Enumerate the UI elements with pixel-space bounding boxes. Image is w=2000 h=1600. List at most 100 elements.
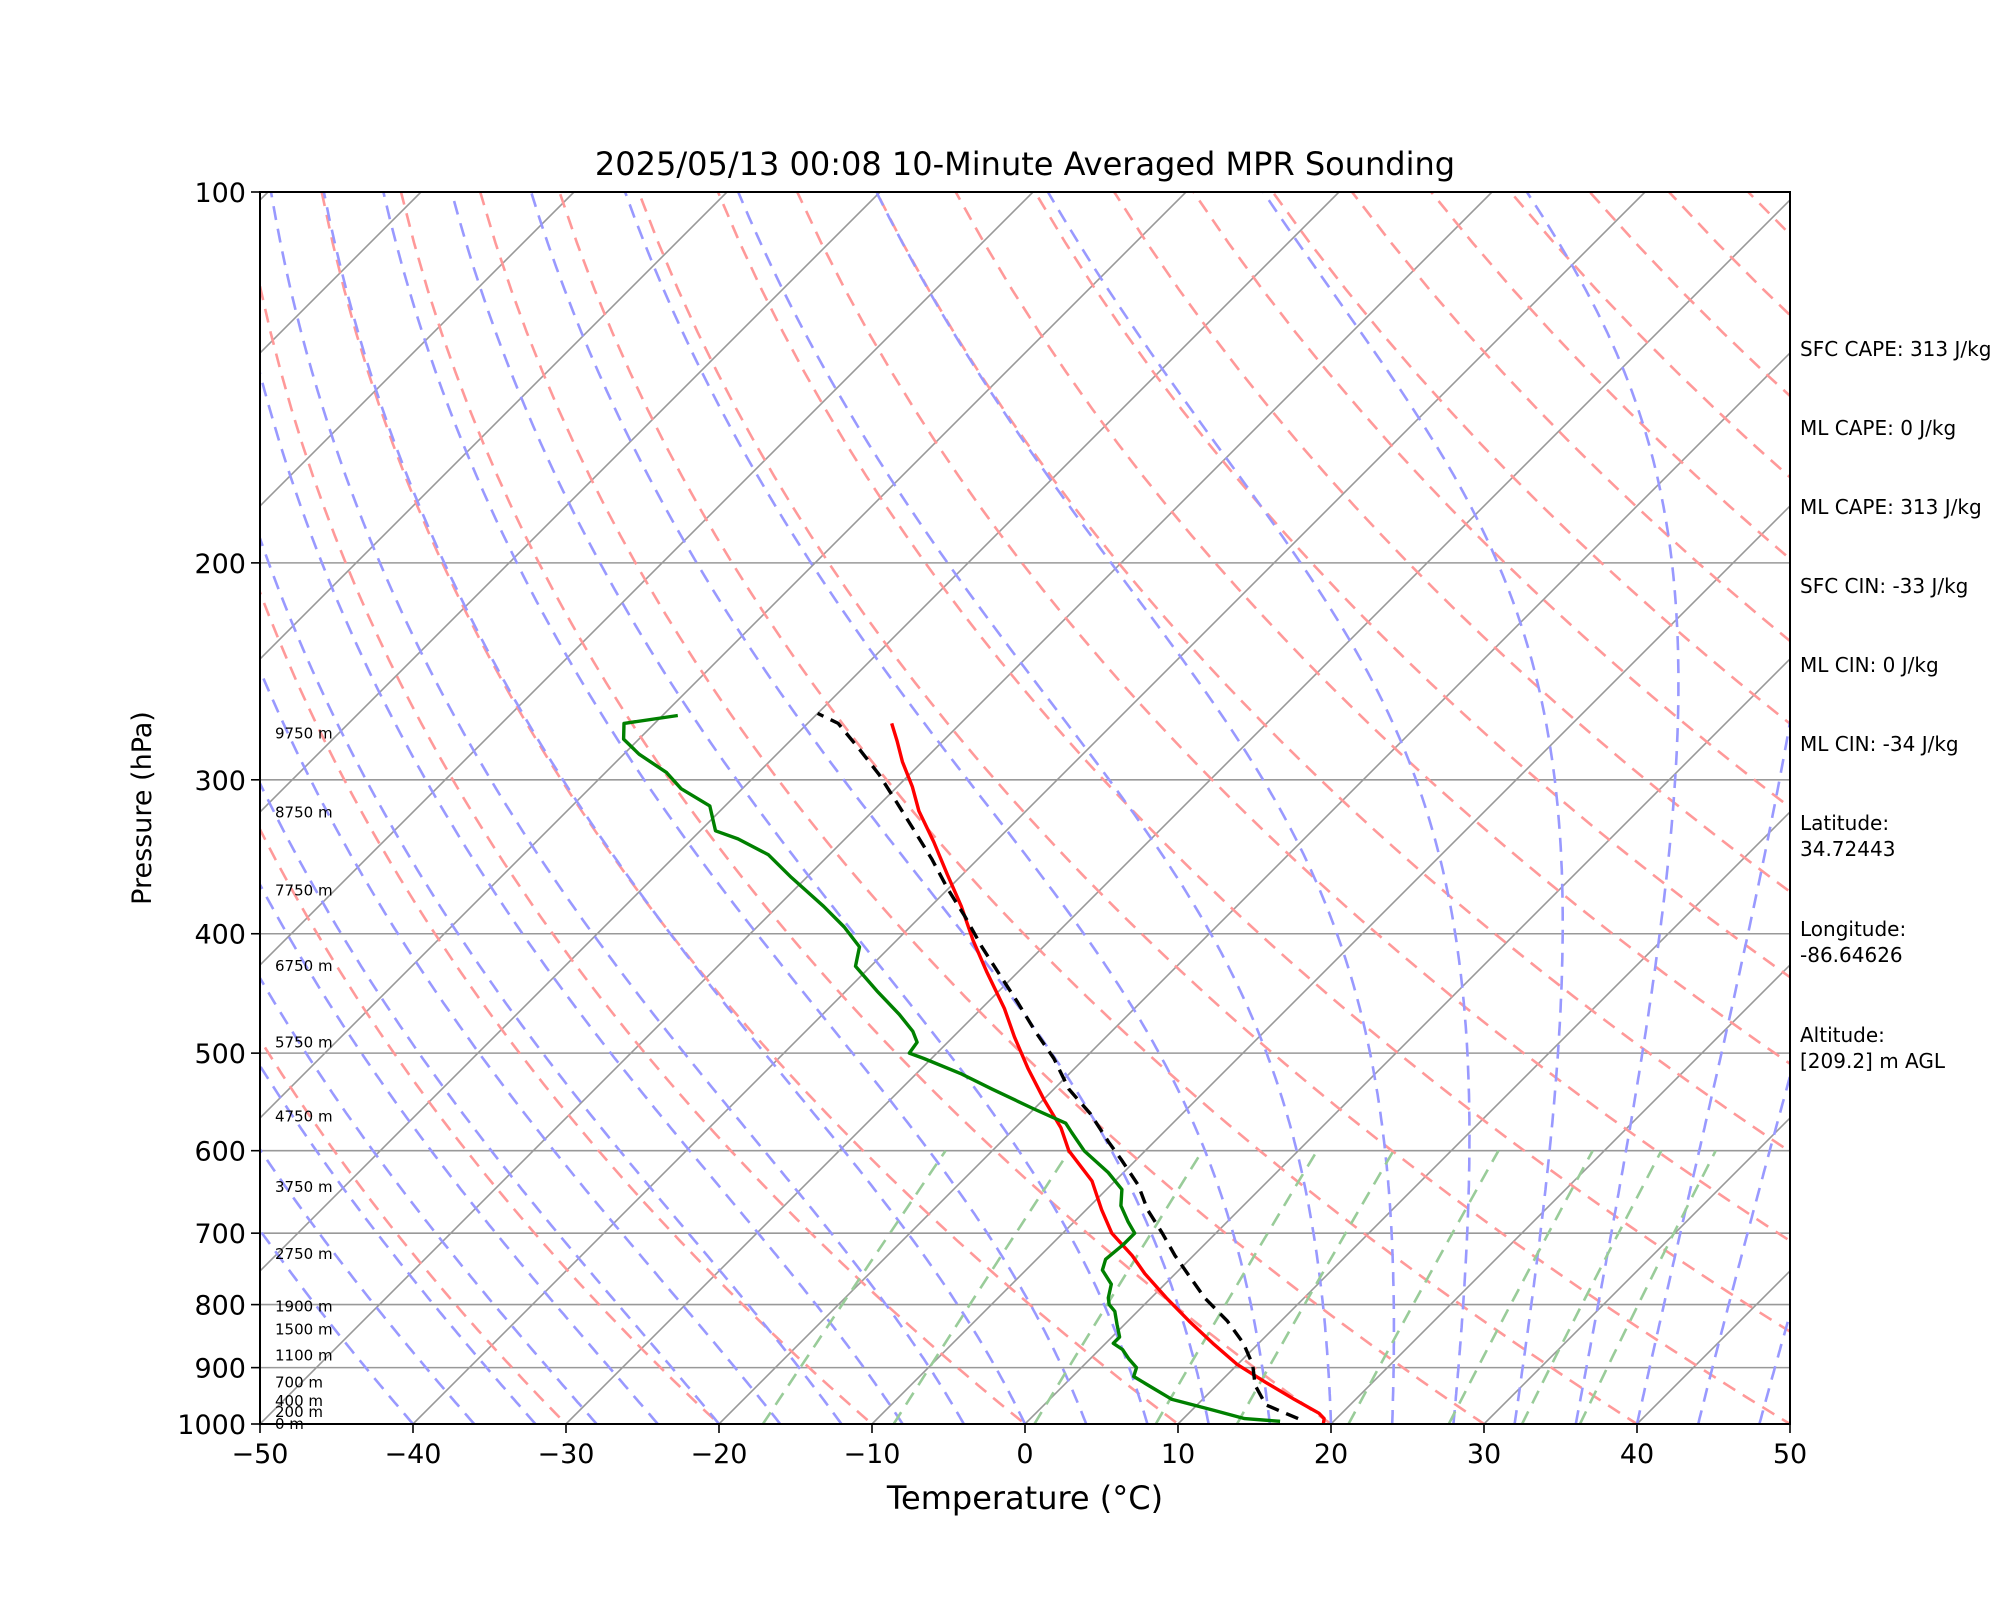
y-tick-label: 300	[194, 766, 246, 797]
dry-adiabat-line	[796, 192, 1790, 1243]
height-label: 5750 m	[275, 1033, 333, 1051]
mixing-ratio-line	[1154, 1150, 1319, 1424]
y-tick-label: 500	[194, 1039, 246, 1070]
height-label: 0 m	[275, 1415, 304, 1433]
dry-adiabat-line	[260, 588, 874, 1424]
height-label: 6750 m	[275, 957, 333, 975]
y-tick-label: 1000	[177, 1410, 246, 1441]
dry-adiabat-line	[637, 192, 1790, 1424]
isotherm-line	[871, 504, 1790, 1424]
y-axis-label: Pressure (hPa)	[127, 711, 158, 905]
isotherm-line	[0, 192, 115, 1424]
profile-lines	[621, 711, 1326, 1424]
moist-adiabat-line	[1525, 192, 1680, 1424]
x-axis-label: Temperature (°C)	[886, 1479, 1163, 1517]
moist-adiabat-line	[1262, 192, 1564, 1424]
altitude-stat: Altitude: [209.2] m AGL	[1800, 1023, 1946, 1073]
moist-adiabat-line	[529, 192, 1210, 1424]
height-label: 2750 m	[275, 1245, 333, 1263]
moist-adiabat-line	[260, 780, 721, 1424]
dry-adiabat-line	[1113, 192, 1790, 894]
moist-adiabat-line	[623, 192, 1272, 1424]
isotherm-line	[260, 192, 1034, 967]
height-label: 7750 m	[275, 882, 333, 900]
dry-adiabat-line	[399, 192, 1334, 1424]
moist-adiabat-line	[450, 192, 1149, 1424]
isotherm-line	[1483, 1116, 1790, 1424]
height-label: 700 m	[275, 1373, 323, 1391]
isotherm-line	[260, 192, 1493, 1424]
y-tick-label: 800	[194, 1291, 246, 1322]
x-tick-label: 40	[1620, 1439, 1654, 1470]
background-lines	[0, 192, 1790, 1424]
dry-adiabat-line	[260, 1036, 568, 1424]
x-tick-label: −20	[691, 1439, 748, 1470]
moist-adiabat-line	[260, 534, 843, 1424]
isotherm-line	[1177, 810, 1790, 1424]
x-tick-label: 50	[1773, 1439, 1807, 1470]
height-label: 1500 m	[275, 1320, 333, 1338]
dry-adiabat-line	[1192, 192, 1790, 809]
x-tick-label: 10	[1161, 1439, 1195, 1470]
profile-series-0	[890, 722, 1326, 1424]
dry-adiabat-line	[954, 192, 1790, 1066]
y-axis: 1000 900 800 700 600 500 400 300 200 100	[177, 178, 260, 1441]
y-tick-label: 900	[194, 1354, 246, 1385]
dry-adiabat-line	[478, 192, 1487, 1424]
moist-adiabat-line	[269, 192, 965, 1424]
moist-adiabat-line	[1635, 714, 1790, 1424]
moist-adiabat-line	[260, 666, 782, 1424]
ml-cape-stat: ML CAPE: 0 J/kg	[1800, 416, 1957, 440]
x-tick-label: 30	[1467, 1439, 1501, 1470]
dry-adiabat-line	[320, 192, 1181, 1424]
height-label: 1100 m	[275, 1347, 333, 1365]
x-axis: −50 −40 −30 −20 −10 0 10 20 30 40 50	[232, 1424, 1807, 1470]
height-label: 8750 m	[275, 804, 333, 822]
y-tick-label: 700	[194, 1219, 246, 1250]
y-tick-label: 600	[194, 1137, 246, 1168]
isotherm-line	[412, 192, 1646, 1424]
mixing-ratio-line	[1520, 1150, 1663, 1424]
isotherm-line	[565, 198, 1790, 1424]
moist-adiabat-line	[382, 192, 1088, 1424]
dry-adiabat-line	[1271, 192, 1790, 726]
x-tick-label: −30	[538, 1439, 595, 1470]
mixing-ratio-line	[1447, 1150, 1594, 1424]
dry-adiabat-line	[875, 192, 1790, 1154]
ml-cin-stat-2: ML CIN: -34 J/kg	[1800, 732, 1959, 756]
x-tick-label: 20	[1314, 1439, 1348, 1470]
dry-adiabat-line	[716, 192, 1790, 1334]
moist-adiabat-line	[737, 192, 1333, 1424]
sfc-cin-stat: SFC CIN: -33 J/kg	[1800, 574, 1969, 598]
height-label: 400 m	[275, 1392, 323, 1410]
height-label: 4750 m	[275, 1108, 333, 1126]
dry-adiabat-line	[1033, 192, 1790, 979]
isotherm-line	[260, 192, 881, 814]
dry-adiabat-line	[260, 279, 1028, 1424]
height-label: 200 m	[275, 1403, 323, 1421]
sounding-stats: SFC CAPE: 313 J/kg ML CAPE: 0 J/kg ML CA…	[1800, 310, 2000, 1128]
moist-adiabat-line	[322, 192, 1027, 1424]
profile-series-2	[816, 711, 1299, 1421]
plot-frame	[259, 191, 1791, 1425]
latitude-stat: Latitude: 34.72443	[1800, 811, 1896, 861]
x-tick-label: −10	[844, 1439, 901, 1470]
profile-series-1	[621, 713, 1281, 1423]
mixing-ratio-line	[1578, 1150, 1717, 1424]
mixing-ratio-line	[1033, 1150, 1204, 1424]
isotherm-line	[260, 192, 1187, 1120]
mixing-ratio-line	[892, 1149, 1071, 1424]
isotherm-line	[260, 192, 1340, 1273]
chart-title: 2025/05/13 00:08 10-Minute Averaged MPR …	[595, 145, 1455, 183]
x-tick-label: −50	[232, 1439, 289, 1470]
isotherm-line	[260, 192, 575, 508]
ml-cin-stat: ML CIN: 0 J/kg	[1800, 653, 1939, 677]
moist-adiabat-line	[875, 192, 1396, 1424]
mixing-ratio-line	[761, 1149, 947, 1424]
longitude-stat: Longitude: -86.64626	[1800, 917, 1907, 967]
ml-cape-stat-2: ML CAPE: 313 J/kg	[1800, 495, 1982, 519]
moist-adiabat-line	[1046, 192, 1471, 1424]
x-tick-label: 0	[1016, 1439, 1033, 1470]
